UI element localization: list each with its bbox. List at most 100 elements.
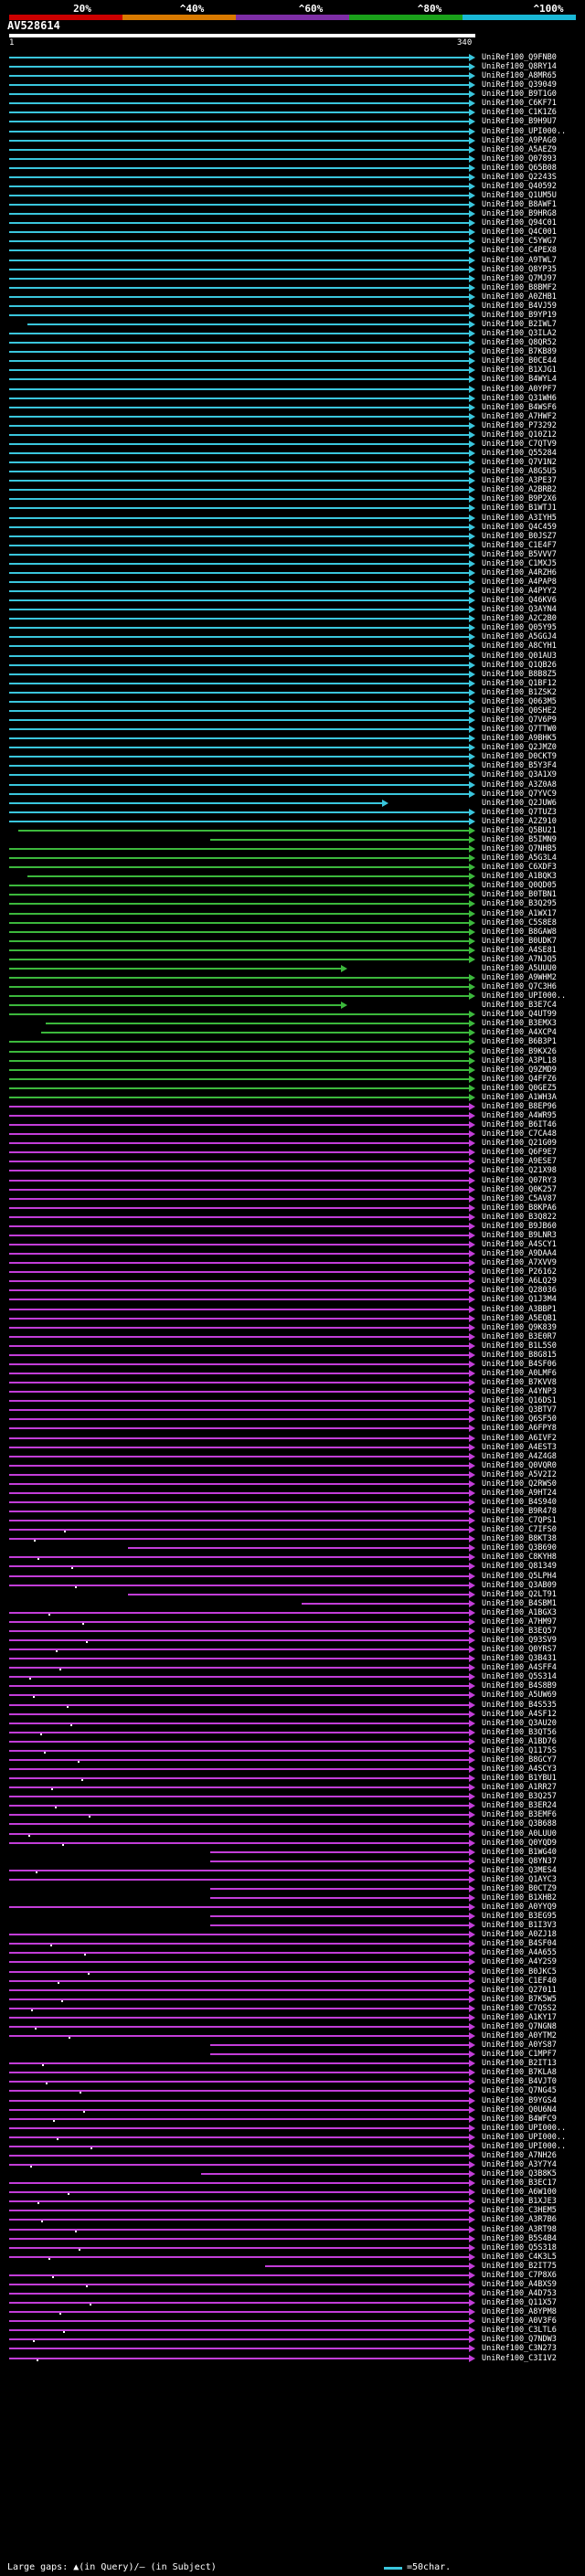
hit-bar[interactable]: [210, 2053, 470, 2056]
hit-bar[interactable]: [9, 1446, 470, 1448]
hit-bar[interactable]: [9, 1124, 470, 1127]
hit-bar[interactable]: [9, 148, 470, 151]
hit-bar[interactable]: [9, 2072, 470, 2074]
hit-bar[interactable]: [9, 139, 470, 142]
hit-link[interactable]: UniRef100_A5AEZ9: [482, 144, 557, 154]
hit-link[interactable]: UniRef100_B4VJ59: [482, 301, 557, 311]
hit-link[interactable]: UniRef100_B3EMF6: [482, 1810, 557, 1820]
hit-bar[interactable]: [9, 663, 470, 666]
hit-link[interactable]: UniRef100_B2IWL7: [482, 320, 557, 330]
hit-link[interactable]: UniRef100_B1XJG1: [482, 366, 557, 376]
hit-bar[interactable]: [9, 2210, 470, 2212]
hit-link[interactable]: UniRef100_B4S940: [482, 1497, 557, 1507]
hit-bar[interactable]: [9, 1620, 470, 1623]
hit-link[interactable]: UniRef100_B1L5S0: [482, 1341, 557, 1351]
hit-link[interactable]: UniRef100_B6IT46: [482, 1120, 557, 1130]
hit-bar[interactable]: [128, 1593, 470, 1595]
hit-link[interactable]: UniRef100_B9P2X6: [482, 494, 557, 504]
hit-bar[interactable]: [9, 903, 470, 906]
hit-link[interactable]: UniRef100_P73292: [482, 420, 557, 430]
hit-link[interactable]: UniRef100_Q93SV9: [482, 1636, 557, 1646]
hit-link[interactable]: UniRef100_Q2JUW6: [482, 798, 557, 808]
hit-link[interactable]: UniRef100_A3RT98: [482, 2224, 557, 2234]
hit-link[interactable]: UniRef100_A4SCY1: [482, 1240, 557, 1250]
hit-link[interactable]: UniRef100_C6KF71: [482, 99, 557, 109]
hit-link[interactable]: UniRef100_C5AV87: [482, 1193, 557, 1203]
hit-bar[interactable]: [9, 2348, 470, 2350]
hit-bar[interactable]: [9, 894, 470, 896]
hit-bar[interactable]: [9, 2246, 470, 2249]
hit-bar[interactable]: [9, 1869, 470, 1871]
hit-link[interactable]: UniRef100_Q1QB26: [482, 660, 557, 670]
hit-bar[interactable]: [9, 342, 470, 345]
hit-bar[interactable]: [9, 204, 470, 207]
hit-link[interactable]: UniRef100_Q0YQD9: [482, 1838, 557, 1848]
hit-bar[interactable]: [9, 175, 470, 178]
hit-bar[interactable]: [9, 2228, 470, 2231]
hit-bar[interactable]: [9, 498, 470, 501]
hit-bar[interactable]: [9, 691, 470, 694]
hit-bar[interactable]: [9, 93, 470, 96]
hit-link[interactable]: UniRef100_B1WG40: [482, 1847, 557, 1857]
hit-bar[interactable]: [9, 1648, 470, 1651]
hit-link[interactable]: UniRef100_UPI000..: [482, 2123, 567, 2133]
hit-bar[interactable]: [27, 875, 470, 878]
hit-link[interactable]: UniRef100_C7QTV9: [482, 439, 557, 449]
hit-link[interactable]: UniRef100_B5IMN9: [482, 834, 557, 844]
hit-bar[interactable]: [9, 949, 470, 951]
hit-link[interactable]: UniRef100_B1XJE3: [482, 2197, 557, 2207]
hit-link[interactable]: UniRef100_Q0U6N4: [482, 2104, 557, 2115]
hit-bar[interactable]: [9, 2062, 470, 2065]
hit-link[interactable]: UniRef100_A0LUU0: [482, 1829, 557, 1839]
hit-bar[interactable]: [9, 1970, 470, 1973]
hit-link[interactable]: UniRef100_A8CYH1: [482, 641, 557, 652]
hit-link[interactable]: UniRef100_A5EQB1: [482, 1313, 557, 1323]
hit-bar[interactable]: [9, 792, 470, 795]
hit-bar[interactable]: [9, 1574, 470, 1577]
hit-bar[interactable]: [9, 268, 470, 270]
hit-link[interactable]: UniRef100_Q46KV6: [482, 596, 557, 606]
hit-bar[interactable]: [9, 295, 470, 298]
hit-bar[interactable]: [9, 2099, 470, 2102]
hit-link[interactable]: UniRef100_B3EC17: [482, 2178, 557, 2189]
hit-bar[interactable]: [9, 1170, 470, 1172]
hit-link[interactable]: UniRef100_Q2JMZ0: [482, 743, 557, 753]
hit-bar[interactable]: [9, 1317, 470, 1320]
hit-bar[interactable]: [9, 1491, 470, 1494]
hit-link[interactable]: UniRef100_C7CA48: [482, 1129, 557, 1140]
hit-bar[interactable]: [9, 378, 470, 381]
hit-link[interactable]: UniRef100_A7NH26: [482, 2150, 557, 2160]
hit-bar[interactable]: [9, 195, 470, 197]
hit-link[interactable]: UniRef100_A6IVF2: [482, 1433, 557, 1443]
hit-bar[interactable]: [9, 1712, 470, 1715]
hit-bar[interactable]: [9, 1731, 470, 1733]
hit-link[interactable]: UniRef100_Q3AU20: [482, 1718, 557, 1728]
hit-link[interactable]: UniRef100_Q5S314: [482, 1672, 557, 1682]
hit-link[interactable]: UniRef100_C6XDF3: [482, 863, 557, 873]
hit-bar[interactable]: [9, 2237, 470, 2240]
hit-bar[interactable]: [9, 1629, 470, 1632]
hit-link[interactable]: UniRef100_A0ZHB1: [482, 292, 557, 302]
hit-link[interactable]: UniRef100_C4K3L5: [482, 2252, 557, 2262]
hit-link[interactable]: UniRef100_B9R478: [482, 1507, 557, 1517]
hit-link[interactable]: UniRef100_B7KB89: [482, 347, 557, 357]
hit-bar[interactable]: [210, 1897, 470, 1899]
hit-bar[interactable]: [9, 2090, 470, 2093]
hit-link[interactable]: UniRef100_B9T1G0: [482, 90, 557, 100]
hit-bar[interactable]: [9, 1326, 470, 1329]
hit-bar[interactable]: [9, 1722, 470, 1724]
hit-link[interactable]: UniRef100_A7HM97: [482, 1617, 557, 1627]
hit-bar[interactable]: [9, 121, 470, 123]
hit-link[interactable]: UniRef100_A4SFF4: [482, 1663, 557, 1673]
hit-bar[interactable]: [9, 1382, 470, 1384]
hit-link[interactable]: UniRef100_Q6F9E7: [482, 1148, 557, 1158]
hit-bar[interactable]: [9, 1299, 470, 1301]
hit-link[interactable]: UniRef100_A2C2B0: [482, 614, 557, 624]
hit-bar[interactable]: [9, 1473, 470, 1476]
hit-link[interactable]: UniRef100_Q1AYC3: [482, 1874, 557, 1884]
hit-link[interactable]: UniRef100_Q40592: [482, 181, 557, 191]
hit-bar[interactable]: [9, 2338, 470, 2341]
hit-link[interactable]: UniRef100_Q7NDW3: [482, 2335, 557, 2345]
hit-link[interactable]: UniRef100_Q16DS1: [482, 1396, 557, 1406]
hit-bar[interactable]: [9, 452, 470, 454]
